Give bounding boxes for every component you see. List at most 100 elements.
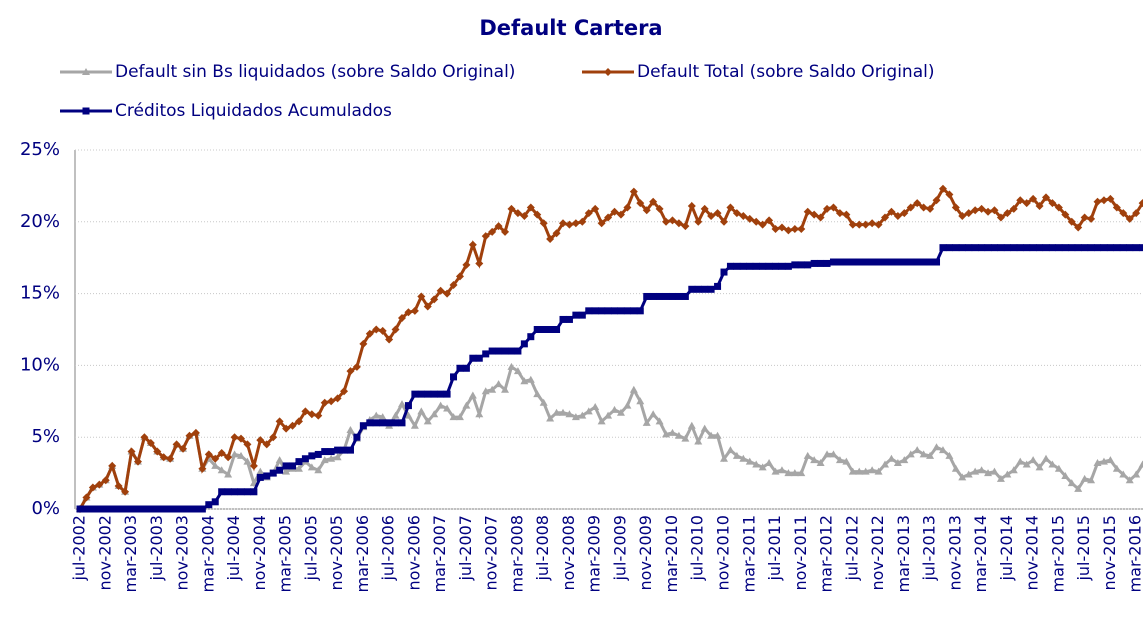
marker — [217, 466, 226, 474]
marker — [327, 448, 335, 456]
marker — [1061, 210, 1070, 219]
marker — [823, 204, 832, 213]
marker — [572, 311, 580, 319]
marker — [1106, 456, 1115, 464]
marker — [829, 203, 838, 212]
marker — [333, 394, 342, 403]
marker — [636, 199, 645, 208]
marker — [352, 362, 361, 371]
marker — [707, 285, 715, 293]
marker — [578, 411, 587, 419]
marker — [662, 217, 671, 226]
marker — [443, 289, 452, 298]
marker — [140, 433, 149, 442]
marker — [1087, 214, 1096, 223]
marker — [1093, 197, 1102, 206]
marker — [990, 467, 999, 475]
marker — [1048, 244, 1056, 252]
marker — [720, 454, 728, 462]
legend-marker — [604, 68, 612, 76]
marker — [482, 350, 490, 358]
marker — [294, 464, 303, 472]
marker — [977, 204, 986, 213]
x-tick-label: nov-2014 — [1023, 515, 1042, 590]
marker — [1094, 244, 1102, 252]
marker — [455, 272, 464, 281]
marker — [714, 282, 722, 290]
x-tick-label: jul-2013 — [920, 515, 939, 582]
marker — [926, 258, 934, 266]
marker — [952, 244, 960, 252]
marker — [450, 373, 458, 381]
y-tick-label: 20% — [20, 211, 60, 232]
marker — [611, 307, 619, 315]
marker — [1067, 479, 1076, 487]
marker — [1035, 463, 1044, 471]
marker — [436, 286, 445, 295]
marker — [275, 417, 284, 426]
marker — [688, 285, 696, 293]
marker — [191, 428, 200, 437]
marker — [836, 258, 844, 266]
marker — [868, 258, 876, 266]
marker — [1132, 470, 1141, 478]
marker — [417, 292, 426, 301]
marker — [964, 470, 973, 478]
marker — [997, 244, 1005, 252]
marker — [990, 244, 998, 252]
marker — [777, 466, 786, 474]
marker — [372, 411, 381, 419]
marker — [391, 411, 400, 419]
marker — [456, 364, 464, 372]
marker — [398, 400, 406, 408]
marker — [224, 488, 232, 496]
marker — [1061, 471, 1070, 479]
marker — [565, 315, 573, 323]
marker — [153, 505, 161, 513]
marker — [771, 224, 780, 233]
marker — [410, 421, 419, 429]
marker — [874, 467, 883, 475]
x-tick-label: nov-2008 — [559, 515, 578, 590]
marker — [346, 446, 354, 454]
marker — [765, 216, 774, 225]
marker — [784, 469, 793, 477]
marker — [771, 467, 780, 475]
x-tick-label: nov-2012 — [868, 515, 887, 590]
marker — [366, 419, 374, 427]
marker — [501, 347, 509, 355]
marker — [616, 408, 625, 416]
x-tick-label: jul-2005 — [301, 515, 320, 582]
marker — [951, 203, 960, 212]
marker — [571, 413, 580, 421]
marker — [424, 390, 432, 398]
marker — [192, 505, 200, 513]
marker — [958, 212, 967, 221]
marker — [816, 459, 825, 467]
marker — [140, 505, 148, 513]
marker — [745, 457, 754, 465]
marker — [314, 450, 322, 458]
marker — [623, 307, 631, 315]
marker — [894, 258, 902, 266]
marker — [900, 258, 908, 266]
marker — [211, 461, 220, 469]
marker — [1112, 203, 1121, 212]
marker — [926, 204, 935, 213]
marker — [668, 292, 676, 300]
marker — [797, 261, 805, 269]
marker — [759, 262, 767, 270]
marker — [166, 454, 175, 463]
marker — [243, 440, 252, 449]
marker — [1113, 244, 1121, 252]
marker — [649, 292, 657, 300]
series — [76, 184, 1143, 513]
marker — [540, 326, 548, 333]
marker — [527, 333, 535, 341]
marker — [732, 451, 741, 459]
marker — [875, 258, 883, 266]
marker — [906, 450, 915, 458]
marker — [398, 314, 406, 323]
marker — [816, 213, 825, 222]
marker — [642, 206, 651, 215]
